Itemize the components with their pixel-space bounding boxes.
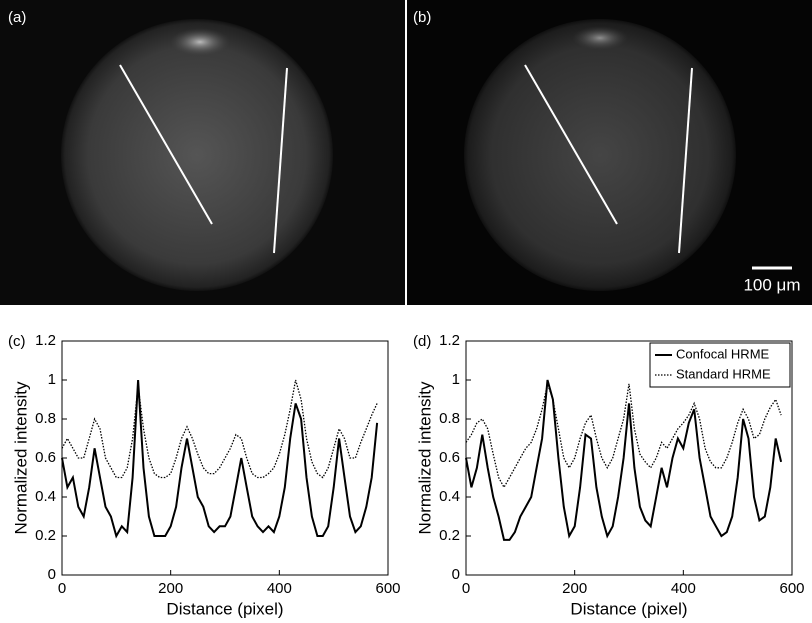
y-tick-label: 0.2: [35, 527, 56, 544]
y-axis-label: Normalized intensity: [11, 381, 30, 535]
x-tick-label: 400: [267, 580, 292, 597]
x-tick-label: 0: [462, 580, 470, 597]
panel-label: (b): [413, 9, 431, 26]
y-tick-label: 0.4: [439, 488, 460, 505]
series-line: [61, 379, 378, 479]
y-tick-label: 0.4: [35, 488, 56, 505]
y-tick-label: 0.2: [439, 527, 460, 544]
panel-label: (a): [8, 9, 26, 26]
legend: [649, 342, 791, 388]
y-tick-label: 0: [452, 566, 460, 583]
y-tick-label: 0.6: [35, 449, 56, 466]
panel-label: (d): [413, 333, 431, 350]
y-tick-label: 1.2: [35, 332, 56, 349]
x-axis-label: Distance (pixel): [166, 599, 283, 618]
y-tick-label: 0: [48, 566, 56, 583]
x-tick-label: 600: [779, 580, 804, 597]
y-tick-label: 0.8: [439, 410, 460, 427]
x-axis-label: Distance (pixel): [570, 599, 687, 618]
scale-bar-label: 100 μm: [743, 275, 800, 294]
y-tick-label: 1: [48, 371, 56, 388]
series-line: [465, 379, 783, 541]
y-tick-label: 0.8: [35, 410, 56, 427]
y-axis-label: Normalized intensity: [415, 381, 434, 535]
legend-label: Confocal HRME: [676, 346, 770, 361]
image-a: (a): [0, 0, 405, 305]
series-line: [61, 379, 379, 539]
x-tick-label: 200: [158, 580, 183, 597]
x-tick-label: 400: [671, 580, 696, 597]
y-tick-label: 1.2: [439, 332, 460, 349]
x-tick-label: 0: [58, 580, 66, 597]
legend-label: Standard HRME: [676, 366, 771, 381]
y-tick-label: 1: [452, 371, 460, 388]
panel-label: (c): [8, 333, 26, 350]
plot-area: [61, 340, 389, 576]
image-b: (b) 100 μm: [407, 0, 812, 305]
x-tick-label: 600: [375, 580, 400, 597]
x-tick-label: 200: [562, 580, 587, 597]
y-tick-label: 0.6: [439, 449, 460, 466]
